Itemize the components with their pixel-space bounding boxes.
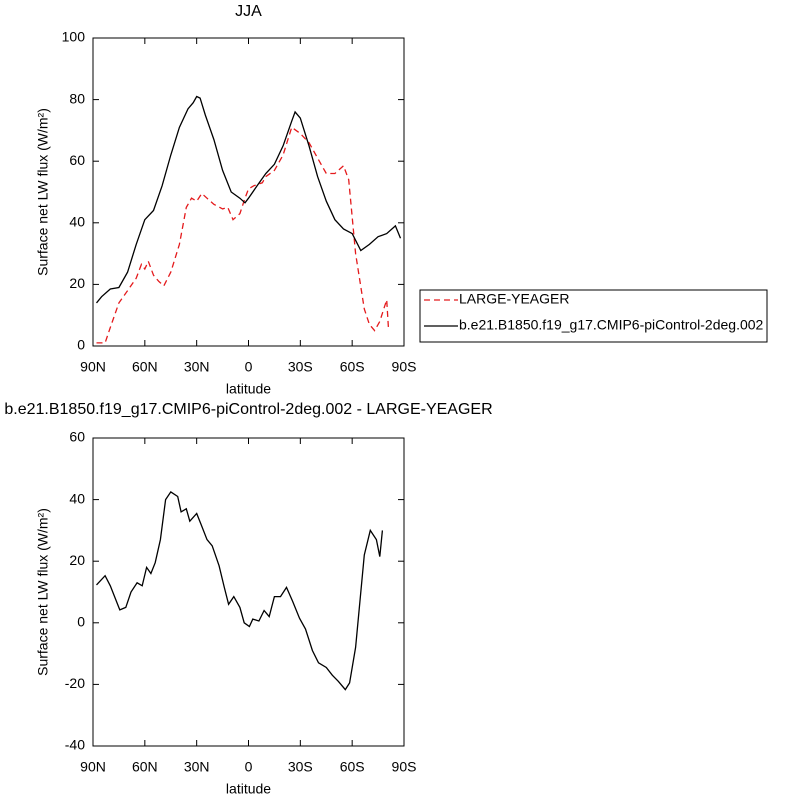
x-tick-label: 90S: [392, 359, 417, 375]
y-axis-label: Surface net LW flux (W/m²): [35, 108, 51, 276]
y-tick-label: 40: [69, 490, 85, 506]
x-tick-label: 0: [245, 359, 253, 375]
y-tick-label: 20: [69, 275, 85, 291]
y-tick-label: 20: [69, 552, 85, 568]
x-axis-label: latitude: [226, 381, 271, 397]
x-tick-label: 30N: [184, 359, 210, 375]
x-tick-label: 30S: [288, 359, 313, 375]
y-tick-label: 80: [69, 90, 85, 106]
x-tick-label: 90N: [80, 759, 106, 775]
legend-label: LARGE-YEAGER: [459, 291, 569, 307]
x-tick-label: 90N: [80, 359, 106, 375]
legend-box: [419, 289, 768, 343]
y-tick-label: 0: [77, 614, 85, 630]
y-tick-label: 40: [69, 214, 85, 230]
y-tick-label: -20: [65, 675, 85, 691]
x-tick-label: 60S: [340, 759, 365, 775]
x-tick-label: 60S: [340, 359, 365, 375]
y-tick-label: 0: [77, 337, 85, 353]
plot-frame: [92, 37, 405, 347]
x-tick-label: 30N: [184, 759, 210, 775]
x-tick-label: 30S: [288, 759, 313, 775]
y-tick-label: 100: [62, 29, 86, 45]
data-line: [96, 126, 390, 344]
x-tick-label: 60N: [132, 359, 158, 375]
y-tick-label: -40: [65, 737, 85, 753]
chart-title: JJA: [235, 3, 262, 20]
x-tick-label: 90S: [392, 759, 417, 775]
plot-frame: [92, 437, 405, 747]
chart-title: b.e21.B1850.f19_g17.CMIP6-piControl-2deg…: [4, 401, 492, 418]
data-line: [96, 491, 384, 691]
x-tick-label: 0: [245, 759, 253, 775]
y-tick-label: 60: [69, 429, 85, 445]
legend-label: b.e21.B1850.f19_g17.CMIP6-piControl-2deg…: [459, 317, 764, 333]
data-line: [95, 95, 402, 304]
x-tick-label: 60N: [132, 759, 158, 775]
y-axis-label: Surface net LW flux (W/m²): [35, 508, 51, 676]
x-axis-label: latitude: [226, 781, 271, 797]
y-tick-label: 60: [69, 152, 85, 168]
